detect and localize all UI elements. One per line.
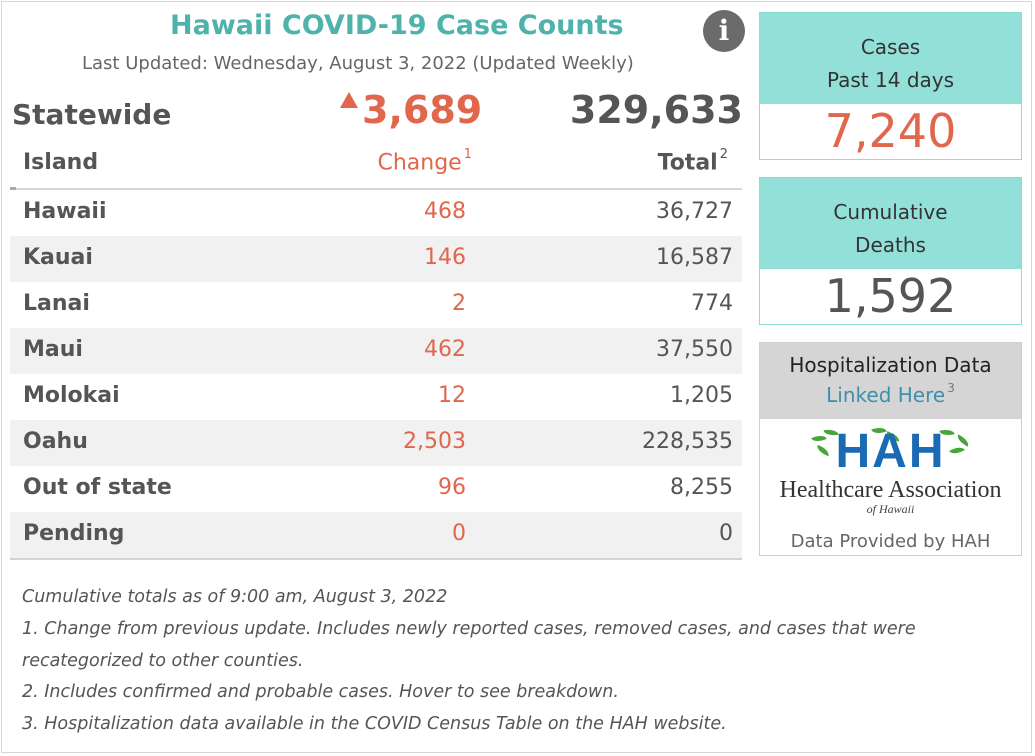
table-row[interactable]: Lanai 2 774 bbox=[10, 282, 742, 328]
change-cell: 146 bbox=[424, 245, 466, 270]
hospitalization-title: Hospitalization Data bbox=[789, 353, 992, 377]
column-header-island[interactable]: Island bbox=[23, 150, 99, 175]
island-cell: Kauai bbox=[23, 245, 93, 270]
table-row[interactable]: Kauai 146 16,587 bbox=[10, 236, 742, 282]
table-header: Island Change 1 Total 2 bbox=[10, 142, 742, 190]
deaths-card-value: 1,592 bbox=[824, 269, 957, 323]
info-icon[interactable]: i bbox=[703, 10, 745, 52]
table-row[interactable]: Pending 0 0 bbox=[10, 512, 742, 558]
total-cell: 0 bbox=[719, 521, 733, 546]
change-cell: 2 bbox=[452, 291, 466, 316]
table-row[interactable]: Molokai 12 1,205 bbox=[10, 374, 742, 420]
statewide-label: Statewide bbox=[12, 98, 172, 131]
total-cell: 8,255 bbox=[670, 475, 733, 500]
table-row[interactable]: Hawaii 468 36,727 bbox=[10, 190, 742, 236]
statewide-total: 329,633 bbox=[569, 88, 743, 132]
change-cell: 462 bbox=[424, 337, 466, 362]
island-cell: Molokai bbox=[23, 383, 120, 408]
total-footnote-marker: 2 bbox=[719, 147, 728, 162]
total-cell: 37,550 bbox=[656, 337, 733, 362]
table-row[interactable]: Out of state 96 8,255 bbox=[10, 466, 742, 512]
total-cell: 36,727 bbox=[656, 199, 733, 224]
header-marker bbox=[10, 187, 16, 190]
hah-logo-name: Healthcare Association bbox=[779, 477, 1002, 503]
change-cell: 0 bbox=[452, 521, 466, 546]
total-cell: 16,587 bbox=[656, 245, 733, 270]
cases-card-value: 7,240 bbox=[824, 104, 957, 158]
deaths-card-header: Cumulative Deaths bbox=[760, 178, 1021, 269]
cumulative-deaths-card: Cumulative Deaths 1,592 bbox=[759, 177, 1022, 325]
footnote-line: Cumulative totals as of 9:00 am, August … bbox=[22, 587, 448, 607]
footnote-line: 2. Includes confirmed and probable cases… bbox=[22, 682, 619, 703]
data-provided-by-text: Data Provided by HAH bbox=[790, 531, 991, 552]
island-table: Island Change 1 Total 2 Hawaii 468 36,727 Kau… bbox=[10, 142, 742, 560]
footnote-line: recategorized to other counties. bbox=[22, 650, 304, 671]
change-header-label: Change bbox=[377, 150, 462, 176]
cases-card-header: Cases Past 14 days bbox=[760, 13, 1021, 104]
change-cell: 2,503 bbox=[403, 429, 466, 454]
column-header-total[interactable]: Total 2 bbox=[657, 147, 728, 176]
hospitalization-link[interactable]: Linked Here bbox=[826, 383, 946, 407]
island-cell: Out of state bbox=[23, 475, 172, 500]
page-title: Hawaii COVID-19 Case Counts bbox=[170, 10, 624, 41]
cases-card-line1: Cases bbox=[860, 35, 921, 59]
change-footnote-marker: 1 bbox=[463, 147, 472, 162]
hah-logo[interactable]: HAH Healthcare Association of Hawaii bbox=[760, 419, 1021, 519]
island-cell: Oahu bbox=[23, 429, 88, 454]
island-cell: Hawaii bbox=[23, 199, 107, 224]
island-cell: Pending bbox=[23, 521, 125, 546]
hospitalization-card: Hospitalization Data Linked Here 3 HAH He… bbox=[759, 342, 1022, 556]
statewide-change: 3,689 bbox=[362, 88, 483, 132]
hah-logo-letters: HAH bbox=[835, 425, 946, 478]
island-cell: Lanai bbox=[23, 291, 90, 316]
cases-14-days-card: Cases Past 14 days 7,240 bbox=[759, 12, 1022, 160]
change-cell: 468 bbox=[424, 199, 466, 224]
deaths-card-line2: Deaths bbox=[855, 233, 926, 257]
footnote-line: 1. Change from previous update. Includes… bbox=[22, 618, 916, 639]
total-cell: 228,535 bbox=[642, 429, 733, 454]
up-arrow-icon bbox=[340, 92, 358, 108]
total-cell: 1,205 bbox=[670, 383, 733, 408]
hospitalization-footnote-marker: 3 bbox=[947, 381, 955, 395]
last-updated-text: Last Updated: Wednesday, August 3, 2022 … bbox=[82, 53, 634, 74]
hospitalization-header: Hospitalization Data Linked Here 3 bbox=[760, 343, 1021, 419]
column-header-change[interactable]: Change 1 bbox=[377, 147, 472, 176]
cases-card-line2: Past 14 days bbox=[826, 68, 955, 92]
footnote-line: 3. Hospitalization data available in the… bbox=[22, 714, 727, 735]
table-row[interactable]: Maui 462 37,550 bbox=[10, 328, 742, 374]
hah-logo-subname: of Hawaii bbox=[866, 502, 915, 516]
table-bottom-border bbox=[10, 558, 742, 560]
island-cell: Maui bbox=[23, 337, 83, 362]
total-header-label: Total bbox=[657, 150, 718, 176]
deaths-card-line1: Cumulative bbox=[833, 200, 948, 224]
total-cell: 774 bbox=[691, 291, 733, 316]
change-cell: 96 bbox=[438, 475, 466, 500]
footnotes: Cumulative totals as of 9:00 am, August … bbox=[22, 582, 916, 741]
table-row[interactable]: Oahu 2,503 228,535 bbox=[10, 420, 742, 466]
table-body: Hawaii 468 36,727 Kauai 146 16,587 Lanai 2 774 Ma… bbox=[10, 190, 742, 558]
change-cell: 12 bbox=[438, 383, 466, 408]
